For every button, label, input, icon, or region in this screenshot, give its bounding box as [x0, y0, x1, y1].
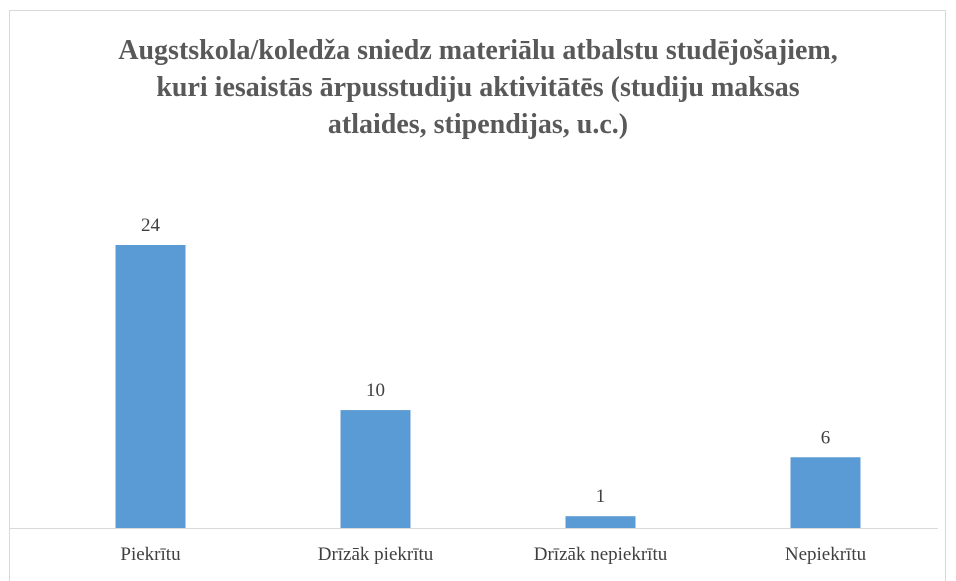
data-label: 1	[596, 486, 606, 507]
chart-frame	[9, 10, 946, 581]
x-tick-label: Nepiekrītu	[785, 544, 867, 565]
bar	[115, 245, 186, 528]
bar	[340, 410, 411, 528]
data-label: 10	[366, 380, 385, 401]
data-label: 6	[821, 427, 831, 448]
x-tick-label: Drīzāk nepiekrītu	[534, 544, 668, 565]
bar	[565, 516, 636, 528]
x-tick-label: Drīzāk piekrītu	[318, 544, 434, 565]
chart-title: Augstskola/koledža sniedz materiālu atba…	[118, 35, 838, 140]
data-label: 24	[141, 215, 161, 236]
bar	[790, 457, 861, 528]
x-tick-label: Piekrītu	[120, 544, 181, 565]
